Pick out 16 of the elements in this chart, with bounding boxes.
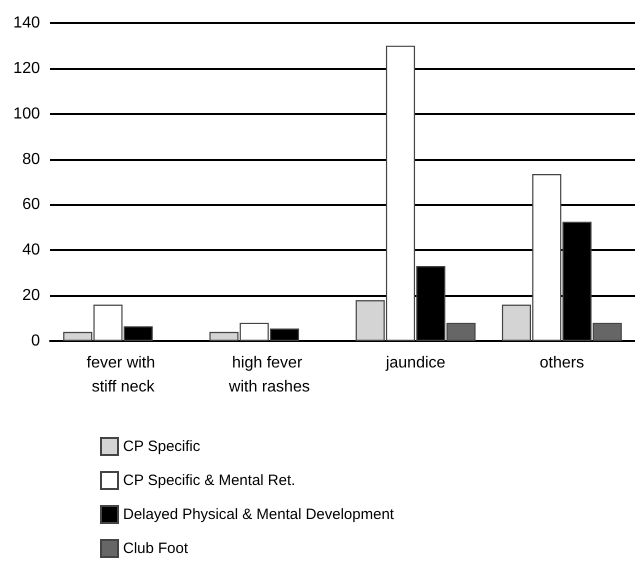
legend-label: Delayed Physical & Mental Development bbox=[123, 506, 395, 523]
y-tick-label: 20 bbox=[22, 287, 40, 304]
x-tick-label: jaundice bbox=[384, 354, 446, 372]
y-tick-label: 80 bbox=[22, 150, 40, 168]
y-tick-label: 120 bbox=[13, 60, 40, 77]
legend-label: CP Specific & Mental Ret. bbox=[123, 472, 296, 489]
y-tick-label: 100 bbox=[13, 105, 40, 122]
y-tick-label: 140 bbox=[13, 14, 40, 32]
x-tick-label: high fever with rashes bbox=[228, 354, 310, 396]
y-tick-label: 60 bbox=[22, 196, 40, 214]
y-tick-label: 40 bbox=[22, 242, 40, 259]
x-tick-label: fever with stiff neck bbox=[86, 354, 160, 396]
y-tick-label: 0 bbox=[31, 332, 40, 350]
legend-label: CP Specific bbox=[123, 438, 201, 455]
legend-label: Club Foot bbox=[123, 540, 189, 557]
x-tick-label: others bbox=[540, 354, 584, 372]
